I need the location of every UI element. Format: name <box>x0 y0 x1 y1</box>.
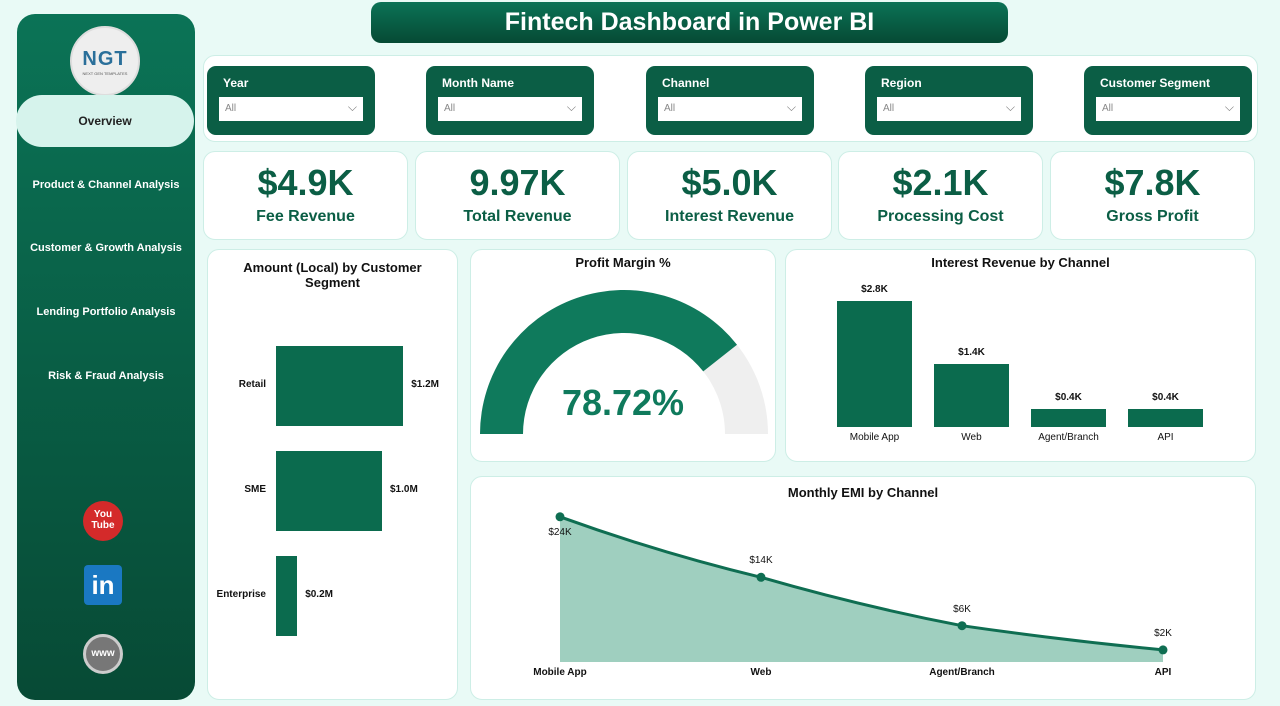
bar-mobile-app[interactable] <box>837 301 912 427</box>
category-label: API <box>1157 432 1174 443</box>
bar-enterprise[interactable] <box>276 556 298 636</box>
kpi-value: $5.0K <box>681 162 778 203</box>
bar-web[interactable] <box>934 364 1009 427</box>
chevron-down-icon: ⌵ <box>1224 100 1234 114</box>
kpi-card: $4.9K Fee Revenue <box>203 151 408 240</box>
data-label: $0.4K <box>1152 392 1179 403</box>
filter-dropdown[interactable]: All ⌵ <box>438 97 582 121</box>
data-label: $2.8K <box>861 284 888 295</box>
kpi-label: Total Revenue <box>463 208 572 225</box>
nav-product-channel[interactable]: Product & Channel Analysis <box>32 179 180 191</box>
kpi-value: $7.8K <box>1104 162 1201 203</box>
gauge-value: 78.72% <box>561 382 685 423</box>
kpi-label: Interest Revenue <box>665 208 794 225</box>
gauge-fill <box>480 290 738 434</box>
monthly-emi-chart: Monthly EMI by Channel $24K Mobile App $14… <box>470 476 1256 700</box>
segment-chart: Amount (Local) by Customer Segment Retai… <box>207 249 458 700</box>
data-label: $0.2M <box>305 589 333 600</box>
data-label: $1.2M <box>411 379 439 390</box>
data-point[interactable] <box>756 572 766 582</box>
data-point[interactable] <box>555 512 565 522</box>
filter-month-name: Month Name All ⌵ <box>426 66 594 135</box>
chevron-down-icon: ⌵ <box>566 100 576 114</box>
kpi-card: 9.97K Total Revenue <box>415 151 620 240</box>
category-label: Mobile App <box>533 667 587 678</box>
youtube-icon[interactable]: You Tube <box>83 501 123 541</box>
website-icon[interactable]: www <box>83 634 123 674</box>
filter-label: Year <box>223 76 249 90</box>
category-label: Web <box>750 667 772 678</box>
category-label: Agent/Branch <box>929 667 995 678</box>
filter-value: All <box>225 103 237 114</box>
filter-region: Region All ⌵ <box>865 66 1033 135</box>
kpi-card: $5.0K Interest Revenue <box>627 151 832 240</box>
filter-channel: Channel All ⌵ <box>646 66 814 135</box>
kpi-label: Processing Cost <box>877 208 1004 225</box>
chevron-down-icon: ⌵ <box>786 100 796 114</box>
filter-dropdown[interactable]: All ⌵ <box>1096 97 1240 121</box>
data-label: $14K <box>749 555 773 567</box>
data-label: $24K <box>548 526 572 538</box>
filter-year: Year All ⌵ <box>207 66 375 135</box>
category-label: Web <box>961 432 982 443</box>
category-label: Retail <box>238 379 266 390</box>
data-label: $0.4K <box>1055 392 1082 403</box>
kpi-label: Gross Profit <box>1106 208 1199 225</box>
data-point[interactable] <box>957 621 967 631</box>
filter-label: Channel <box>662 76 710 90</box>
area-fill <box>560 516 1163 662</box>
kpi-card: $7.8K Gross Profit <box>1050 151 1255 240</box>
kpi-value: 9.97K <box>469 162 566 203</box>
filter-dropdown[interactable]: All ⌵ <box>219 97 363 121</box>
filter-label: Month Name <box>442 76 514 90</box>
profit-margin-gauge: Profit Margin % 78.72% <box>470 249 776 462</box>
linkedin-icon[interactable]: in <box>84 565 122 605</box>
filter-value: All <box>1102 103 1114 114</box>
filter-value: All <box>883 103 895 114</box>
category-label: Agent/Branch <box>1038 432 1099 443</box>
interest-revenue-chart: Interest Revenue by Channel $2.8K Mobile … <box>785 249 1256 462</box>
category-label: API <box>1154 667 1172 678</box>
filter-label: Customer Segment <box>1100 76 1211 90</box>
bar-sme[interactable] <box>276 451 382 531</box>
bar-api[interactable] <box>1128 409 1203 427</box>
data-point[interactable] <box>1158 645 1168 655</box>
data-label: $1.0M <box>390 484 418 495</box>
bar-retail[interactable] <box>276 346 404 426</box>
filter-customer-segment: Customer Segment All ⌵ <box>1084 66 1252 135</box>
kpi-label: Fee Revenue <box>256 208 355 225</box>
data-label: $6K <box>953 603 971 615</box>
series-line <box>559 515 1164 652</box>
category-label: Enterprise <box>216 589 266 600</box>
nav-risk-fraud[interactable]: Risk & Fraud Analysis <box>48 370 164 382</box>
data-label: $1.4K <box>958 347 985 358</box>
logo: NGT NEXT GEN TEMPLATES <box>70 26 140 96</box>
page-title: Fintech Dashboard in Power BI <box>371 2 1008 43</box>
filter-dropdown[interactable]: All ⌵ <box>658 97 802 121</box>
sidebar: NGT NEXT GEN TEMPLATES Overview Product &… <box>16 14 195 700</box>
filter-dropdown[interactable]: All ⌵ <box>877 97 1021 121</box>
kpi-card: $2.1K Processing Cost <box>838 151 1043 240</box>
nav-overview[interactable]: Overview <box>16 95 194 147</box>
nav-customer-growth[interactable]: Customer & Growth Analysis <box>30 242 182 254</box>
kpi-value: $2.1K <box>892 162 989 203</box>
bar-agent-branch[interactable] <box>1031 409 1106 427</box>
category-label: SME <box>244 484 266 495</box>
nav-lending-portfolio[interactable]: Lending Portfolio Analysis <box>36 306 176 318</box>
filter-label: Region <box>881 76 922 90</box>
chevron-down-icon: ⌵ <box>347 100 357 114</box>
filter-value: All <box>664 103 676 114</box>
kpi-value: $4.9K <box>257 162 354 203</box>
filter-value: All <box>444 103 456 114</box>
category-label: Mobile App <box>849 432 900 443</box>
chevron-down-icon: ⌵ <box>1005 100 1015 114</box>
data-label: $2K <box>1154 627 1172 639</box>
